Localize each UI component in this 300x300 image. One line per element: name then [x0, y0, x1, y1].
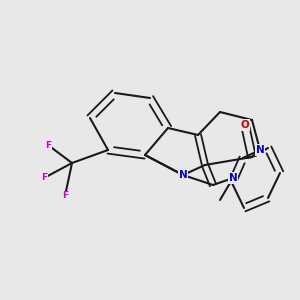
- Text: N: N: [256, 145, 264, 155]
- Text: F: F: [45, 140, 51, 149]
- Text: F: F: [62, 191, 68, 200]
- Text: O: O: [241, 120, 249, 130]
- Text: N: N: [229, 173, 237, 183]
- Text: F: F: [41, 173, 47, 182]
- Text: N: N: [178, 170, 188, 180]
